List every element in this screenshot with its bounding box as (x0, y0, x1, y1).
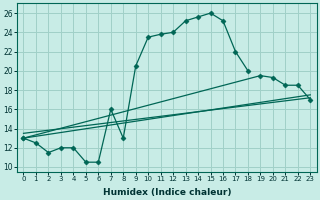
X-axis label: Humidex (Indice chaleur): Humidex (Indice chaleur) (103, 188, 231, 197)
